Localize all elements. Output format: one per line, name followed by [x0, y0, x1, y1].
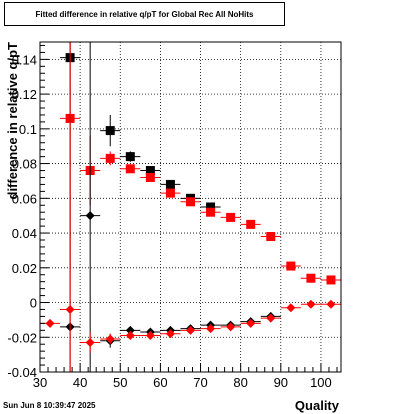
series-0 — [60, 42, 221, 267]
data-point-diamond — [125, 325, 135, 335]
x-tick-label: 40 — [73, 375, 87, 390]
data-point-diamond — [105, 334, 115, 344]
data-point-diamond — [125, 331, 135, 341]
y-tick-label: 0.06 — [12, 191, 37, 206]
grid-layer — [40, 42, 341, 372]
data-point-square — [206, 207, 216, 217]
data-point-diamond — [45, 318, 55, 328]
data-point-square — [306, 273, 316, 283]
data-layer — [40, 42, 341, 372]
y-tick-label: -0.04 — [7, 365, 37, 380]
data-point-square — [125, 164, 135, 174]
data-point-diamond — [145, 331, 155, 341]
data-point-square — [326, 275, 336, 285]
x-tick-label: 30 — [33, 375, 47, 390]
plot-frame — [39, 41, 342, 373]
data-point-square — [266, 232, 276, 242]
y-tick-label: 0.12 — [12, 87, 37, 102]
data-point-square — [165, 188, 175, 198]
data-point-diamond — [206, 324, 216, 334]
data-point-square — [125, 152, 135, 162]
data-point-square — [246, 219, 256, 229]
y-tick-label: 0.14 — [12, 52, 37, 67]
data-point-square — [105, 153, 115, 163]
x-tick-label: 80 — [233, 375, 247, 390]
chart-title-box: Fitted difference in relative q/pT for G… — [4, 2, 285, 26]
data-point-diamond — [326, 299, 336, 309]
data-point-diamond — [266, 313, 276, 323]
data-point-square — [145, 172, 155, 182]
data-point-square — [145, 166, 155, 176]
data-point-diamond — [85, 211, 95, 221]
data-point-diamond — [226, 322, 236, 332]
series-3 — [40, 42, 341, 372]
y-tick-label: 0.1 — [19, 122, 37, 137]
data-point-diamond — [246, 318, 256, 328]
axis-layer: 30 40 50 60 70 80 90 100 -0.04 -0.02 0 0.02 0.04 0.06… — [7, 44, 338, 390]
data-point-square — [186, 197, 195, 207]
data-point-square — [105, 126, 115, 136]
y-axis-label: difference in relative q/pT — [5, 42, 20, 200]
x-tick-label: 50 — [113, 375, 127, 390]
y-tick-label: 0.02 — [12, 261, 37, 276]
x-tick-label: 60 — [153, 375, 167, 390]
data-point-square — [165, 179, 175, 189]
x-tick-label: 70 — [193, 375, 207, 390]
data-point-diamond — [85, 337, 95, 347]
data-point-square — [286, 261, 296, 271]
timestamp: Sun Jun 8 10:39:47 2025 — [3, 401, 96, 410]
x-axis-label: Quality — [295, 398, 340, 413]
chart-title: Fitted difference in relative q/pT for G… — [35, 9, 254, 19]
data-point-diamond — [306, 299, 316, 309]
y-tick-label: 0 — [30, 296, 37, 311]
x-tick-label: 90 — [274, 375, 288, 390]
data-point-square — [226, 212, 236, 222]
data-point-diamond — [286, 303, 296, 313]
data-point-diamond — [186, 325, 195, 335]
data-point-square — [206, 202, 216, 212]
data-point-diamond — [65, 304, 75, 314]
x-tick-label: 100 — [310, 375, 332, 390]
y-tick-label: -0.02 — [7, 330, 37, 345]
y-tick-label: 0.04 — [12, 226, 37, 241]
data-point-diamond — [165, 329, 175, 339]
y-tick-label: 0.08 — [12, 157, 37, 172]
